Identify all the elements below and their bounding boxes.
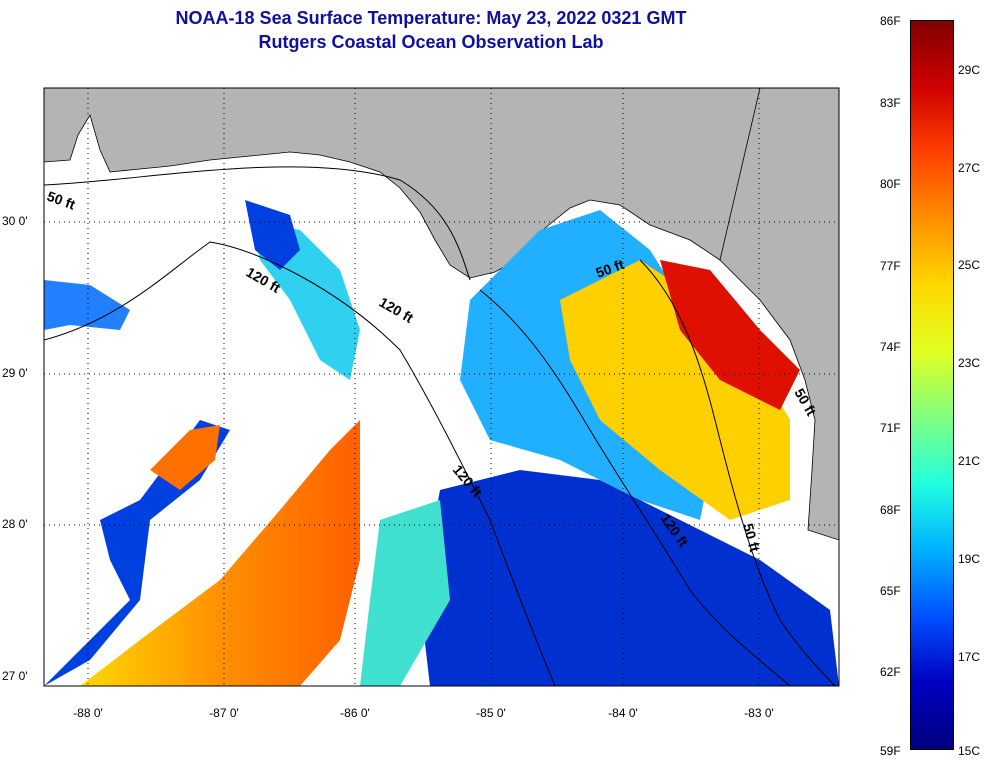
colorbar-c-label: 21C [958,454,981,468]
colorbar-c-label: 25C [958,258,981,272]
colorbar-f-label: 62F [880,665,901,679]
colorbar-f-label: 59F [880,744,901,758]
contour-120ft-north [44,241,556,686]
colorbar-f-label: 86F [880,14,901,28]
x-tick-label: -85 0' [476,706,506,720]
colorbar-c-label: 23C [958,356,981,370]
colorbar-f-label: 71F [880,421,901,435]
colorbar-f-label: 74F [880,340,901,354]
colorbar-f-label: 68F [880,503,901,517]
x-tick-label: -84 0' [608,706,638,720]
land-florida [719,88,839,541]
sst-warm-east [560,260,790,520]
sst-cold-east [420,470,839,686]
x-tick-label: -88 0' [73,706,103,720]
sst-west-edge [44,280,130,330]
contour-120ft-east [479,289,791,686]
sst-cyan-strip [360,500,450,686]
colorbar-f-label: 80F [880,177,901,191]
colorbar-c-label: 15C [958,744,981,758]
x-tick-label: -83 0' [744,706,774,720]
sst-orange-west-patch [150,425,220,490]
map-frame [43,87,840,687]
contour-50ft-east [639,259,836,686]
y-tick-label: 28 0' [2,517,28,531]
map-title: NOAA-18 Sea Surface Temperature: May 23,… [175,8,687,28]
colorbar-c-label: 19C [958,552,981,566]
colorbar-f-label: 83F [880,96,901,110]
colorbar-c-label: 29C [958,63,981,77]
contour-label: 50 ft [740,522,763,554]
x-tick-label: -86 0' [340,706,370,720]
sst-blue-north [245,200,300,270]
contour-50ft-north [44,166,471,281]
land-north [44,88,839,279]
colorbar-c-label: 17C [958,650,981,664]
colorbar-f-label: 65F [880,584,901,598]
map-subtitle: Rutgers Coastal Ocean Observation Lab [258,32,604,52]
sst-warm-west [80,420,360,686]
sst-hot-bigbend [660,260,800,410]
y-tick-label: 30 0' [2,214,28,228]
y-tick-label: 29 0' [2,366,28,380]
colorbar-c-label: 27C [958,161,981,175]
temperature-colorbar [910,20,954,750]
y-tick-label: 27 0' [2,669,28,683]
colorbar-f-label: 77F [880,259,901,273]
x-tick-label: -87 0' [209,706,239,720]
